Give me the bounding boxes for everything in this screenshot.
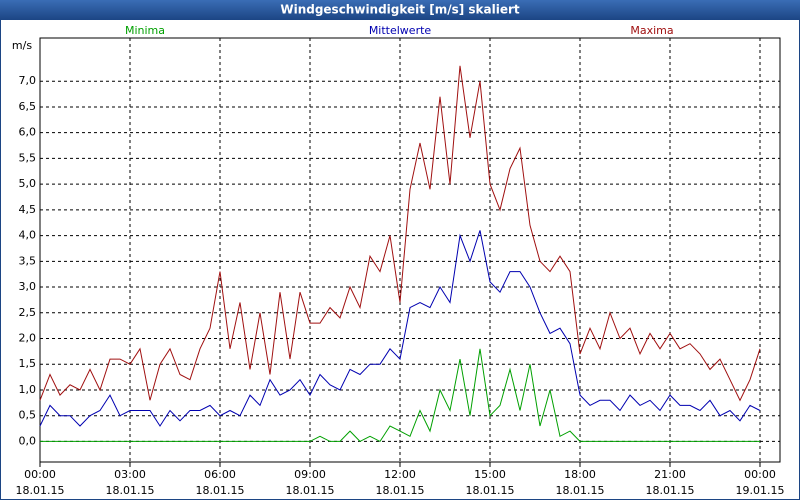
y-tick-label: 1,5: [19, 357, 37, 370]
x-tick-date: 18.01.15: [16, 484, 65, 497]
x-tick-label: 00:00: [24, 468, 56, 481]
x-tick-date: 18.01.15: [376, 484, 425, 497]
x-tick-date: 18.01.15: [286, 484, 335, 497]
y-tick-label: 3,5: [19, 254, 37, 267]
y-tick-label: 4,5: [19, 203, 37, 216]
x-tick-label: 09:00: [294, 468, 326, 481]
y-axis-label: m/s: [12, 39, 32, 52]
y-tick-label: 2,5: [19, 306, 37, 319]
x-tick-date: 18.01.15: [646, 484, 695, 497]
x-tick-label: 03:00: [114, 468, 146, 481]
x-tick-date: 18.01.15: [196, 484, 245, 497]
title-bar: [0, 0, 800, 20]
y-tick-label: 2,0: [19, 332, 37, 345]
y-tick-label: 6,5: [19, 100, 37, 113]
data-line: [40, 348, 760, 443]
data-line: [39, 230, 761, 427]
data-line: [39, 65, 761, 402]
x-tick-label: 00:00: [744, 468, 776, 481]
x-tick-date: 18.01.15: [466, 484, 515, 497]
x-tick-label: 21:00: [654, 468, 686, 481]
x-tick-label: 12:00: [384, 468, 416, 481]
x-tick-date: 18.01.15: [106, 484, 155, 497]
y-tick-label: 1,0: [19, 383, 37, 396]
y-tick-label: 0,0: [19, 434, 37, 447]
y-tick-label: 5,5: [19, 151, 37, 164]
y-tick-label: 5,0: [19, 177, 37, 190]
y-tick-label: 3,0: [19, 280, 37, 293]
x-tick-label: 18:00: [564, 468, 596, 481]
x-tick-label: 15:00: [474, 468, 506, 481]
y-tick-label: 4,0: [19, 229, 37, 242]
x-tick-date: 18.01.15: [556, 484, 605, 497]
chart-title: Windgeschwindigkeit [m/s] skaliert: [280, 3, 520, 17]
legend-entry: Mittelwerte: [369, 24, 432, 37]
y-tick-label: 0,5: [19, 409, 37, 422]
y-tick-label: 6,0: [19, 126, 37, 139]
y-tick-label: 7,0: [19, 74, 37, 87]
legend-entry: Minima: [125, 24, 165, 37]
legend-entry: Maxima: [630, 24, 673, 37]
x-tick-label: 06:00: [204, 468, 236, 481]
x-tick-date: 19.01.15: [736, 484, 785, 497]
